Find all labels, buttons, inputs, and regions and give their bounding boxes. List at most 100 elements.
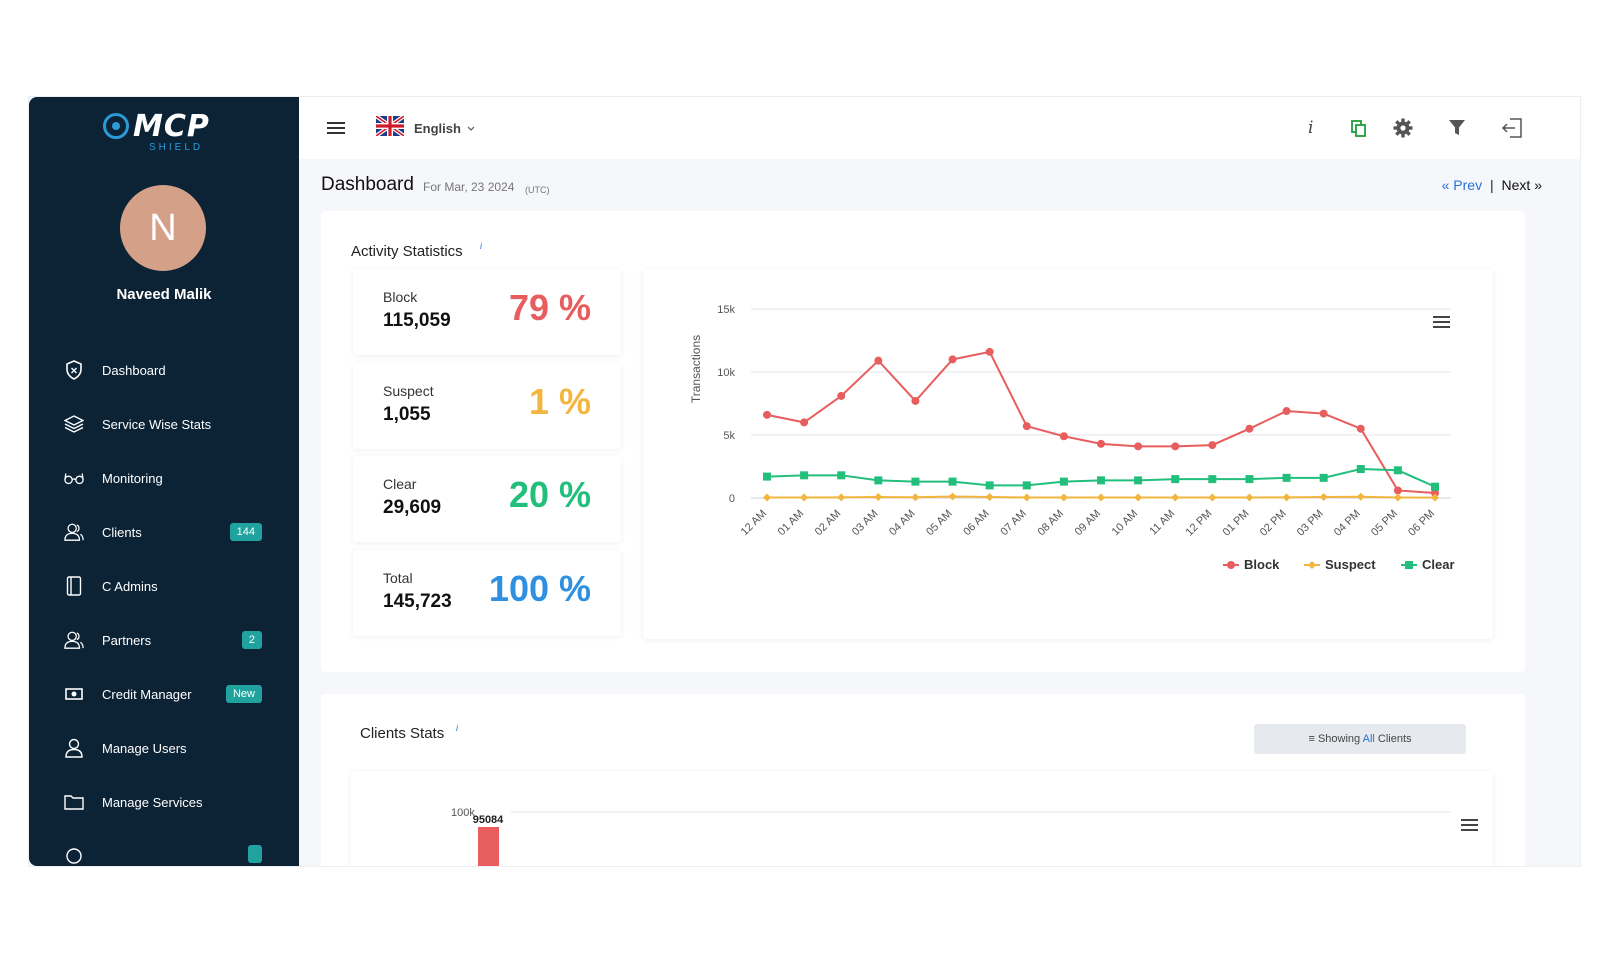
data-point-suspect[interactable]	[1393, 493, 1402, 502]
data-point-block[interactable]	[985, 347, 994, 356]
data-point-block[interactable]	[1282, 407, 1291, 416]
data-point-block[interactable]	[1208, 441, 1217, 450]
data-point-block[interactable]	[1356, 424, 1365, 433]
sidebar-item-monitoring[interactable]: Monitoring	[29, 451, 299, 505]
data-point-clear[interactable]	[1245, 475, 1254, 484]
data-point-block[interactable]	[1097, 439, 1105, 448]
gear-icon[interactable]	[1393, 97, 1413, 159]
data-point-block[interactable]	[911, 396, 920, 405]
info-icon[interactable]: i	[1308, 118, 1314, 138]
stat-percent: 20 %	[508, 474, 591, 515]
data-point-clear[interactable]	[1431, 482, 1439, 491]
data-point-suspect[interactable]	[1022, 493, 1031, 502]
data-point-block[interactable]	[948, 355, 957, 364]
data-point-suspect[interactable]	[874, 492, 883, 501]
data-point-clear[interactable]	[1319, 473, 1328, 482]
data-point-suspect[interactable]	[1356, 492, 1365, 501]
data-point-block[interactable]	[1022, 422, 1031, 431]
data-point-suspect[interactable]	[911, 493, 920, 502]
data-point-block[interactable]	[800, 418, 809, 427]
data-point-suspect[interactable]	[1171, 493, 1180, 502]
data-point-clear[interactable]	[1393, 466, 1402, 475]
data-point-suspect[interactable]	[800, 493, 809, 502]
data-point-block[interactable]	[1431, 488, 1439, 497]
data-point-suspect[interactable]	[985, 492, 994, 501]
data-point-suspect[interactable]	[837, 493, 846, 502]
filter-icon[interactable]	[1448, 97, 1466, 159]
chart-menu-icon[interactable]	[1433, 316, 1450, 328]
data-point-clear[interactable]	[800, 471, 809, 480]
sidebar-item-service-wise-stats[interactable]: Service Wise Stats	[29, 397, 299, 451]
data-point-block[interactable]	[1134, 442, 1143, 451]
avatar[interactable]: N	[120, 185, 206, 271]
sidebar-item-partial[interactable]	[29, 829, 299, 866]
clients-filter-button[interactable]: ≡ Showing All Clients	[1254, 724, 1466, 754]
legend-item-clear[interactable]: Clear	[1401, 557, 1455, 572]
bar-data-label: 95084	[473, 814, 504, 826]
prev-button[interactable]: « Prev	[1442, 177, 1486, 193]
next-button[interactable]: Next »	[1498, 177, 1542, 193]
data-point-clear[interactable]	[837, 471, 846, 480]
data-point-block[interactable]	[874, 356, 883, 365]
data-point-suspect[interactable]	[1208, 493, 1217, 502]
data-point-block[interactable]	[1393, 486, 1402, 495]
sidebar-item-manage-users[interactable]: Manage Users	[29, 721, 299, 775]
app-window: MCP SHIELD N Naveed Malik Dashboard Serv…	[29, 97, 1580, 866]
info-icon[interactable]: i	[456, 723, 458, 733]
sidebar-item-manage-services[interactable]: Manage Services	[29, 775, 299, 829]
logout-icon[interactable]	[1501, 97, 1523, 159]
data-point-suspect[interactable]	[763, 493, 771, 502]
data-point-clear[interactable]	[1282, 473, 1291, 482]
sidebar-item-label: Credit Manager	[102, 686, 192, 702]
chart-menu-icon[interactable]	[1461, 819, 1478, 831]
language-selector[interactable]: English	[374, 97, 475, 159]
data-point-clear[interactable]	[1134, 476, 1143, 485]
stat-label: Block	[383, 289, 418, 305]
hamburger-icon[interactable]	[327, 97, 345, 159]
data-point-suspect[interactable]	[948, 492, 957, 501]
data-point-clear[interactable]	[985, 481, 994, 490]
data-point-clear[interactable]	[948, 477, 957, 486]
client-bar[interactable]	[478, 827, 499, 866]
data-point-clear[interactable]	[1059, 477, 1068, 486]
data-point-block[interactable]	[1319, 409, 1328, 418]
data-point-suspect[interactable]	[1245, 493, 1254, 502]
circle-icon	[64, 846, 84, 866]
stat-label: Total	[383, 570, 413, 586]
data-point-suspect[interactable]	[1134, 493, 1143, 502]
data-point-clear[interactable]	[911, 477, 920, 486]
pager-separator: |	[1489, 177, 1494, 193]
x-tick-label: 02 AM	[813, 508, 844, 539]
data-point-clear[interactable]	[1171, 475, 1180, 484]
sidebar-item-clients[interactable]: Clients 144	[29, 505, 299, 559]
logo-tagline: SHIELD	[149, 142, 204, 153]
data-point-block[interactable]	[1059, 432, 1068, 441]
x-tick-label: 05 AM	[924, 508, 955, 539]
data-point-clear[interactable]	[1208, 475, 1217, 484]
data-point-clear[interactable]	[1022, 481, 1031, 490]
sidebar-item-partners[interactable]: Partners 2	[29, 613, 299, 667]
legend-item-suspect[interactable]: Suspect	[1304, 557, 1376, 572]
stat-percent: 1 %	[528, 381, 591, 422]
data-point-clear[interactable]	[874, 476, 883, 485]
sidebar-item-c-admins[interactable]: C Admins	[29, 559, 299, 613]
data-point-suspect[interactable]	[1059, 493, 1068, 502]
sidebar-item-credit-manager[interactable]: Credit Manager New	[29, 667, 299, 721]
data-point-suspect[interactable]	[1282, 493, 1291, 502]
data-point-clear[interactable]	[763, 472, 771, 481]
data-point-block[interactable]	[763, 410, 771, 419]
x-tick-label: 12 AM	[739, 508, 770, 539]
data-point-block[interactable]	[837, 391, 846, 400]
legend-item-block[interactable]: Block	[1223, 557, 1280, 572]
data-point-suspect[interactable]	[1097, 493, 1105, 502]
data-point-clear[interactable]	[1356, 465, 1365, 474]
info-icon[interactable]: i	[480, 241, 482, 251]
data-point-suspect[interactable]	[1431, 493, 1439, 502]
data-point-clear[interactable]	[1097, 476, 1105, 485]
data-point-block[interactable]	[1171, 442, 1180, 451]
brand-logo[interactable]: MCP SHIELD	[103, 109, 223, 153]
data-point-block[interactable]	[1245, 424, 1254, 433]
copy-icon[interactable]	[1351, 97, 1366, 159]
sidebar-item-dashboard[interactable]: Dashboard	[29, 343, 299, 397]
data-point-suspect[interactable]	[1319, 492, 1328, 501]
